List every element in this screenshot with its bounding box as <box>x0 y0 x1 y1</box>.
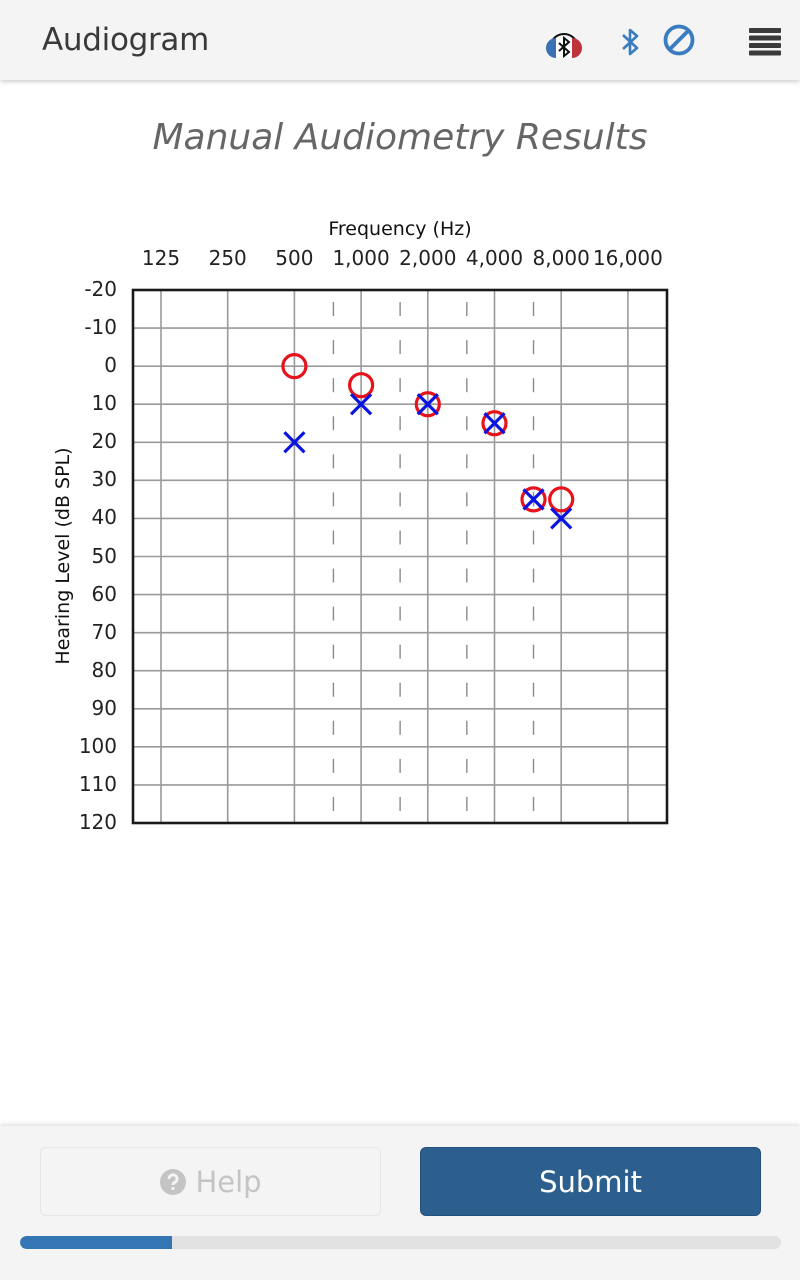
y-tick-label: 80 <box>91 657 117 682</box>
left-ear-marker <box>283 431 306 454</box>
y-tick-label: 0 <box>104 353 117 378</box>
progress-fill <box>20 1236 173 1249</box>
right-ear-marker <box>281 353 308 380</box>
y-tick-label: -10 <box>84 315 117 340</box>
footer-bar: Help Submit <box>0 1126 800 1280</box>
y-tick-label: 30 <box>91 467 117 492</box>
help-label: Help <box>195 1164 262 1199</box>
x-tick-label: 8,000 <box>532 246 590 270</box>
left-ear-marker <box>349 393 373 416</box>
y-tick-label: 100 <box>78 733 117 758</box>
headphones-bluetooth-icon[interactable] <box>544 26 584 60</box>
y-tick-label: 10 <box>91 391 117 416</box>
y-tick-label: 110 <box>78 771 117 796</box>
y-tick-label: 70 <box>91 619 117 644</box>
block-icon[interactable] <box>662 23 696 57</box>
y-tick-label: 120 <box>78 810 117 834</box>
progress-bar <box>20 1236 781 1249</box>
x-tick-label: 125 <box>141 246 181 270</box>
right-ear-marker <box>481 410 508 437</box>
y-tick-label: 90 <box>91 695 117 720</box>
left-ear-marker <box>522 488 545 511</box>
y-tick-label: 40 <box>91 505 117 530</box>
x-tick-label: 250 <box>208 246 247 270</box>
x-axis-title: Frequency (Hz) <box>328 218 472 240</box>
x-tick-label: 500 <box>275 246 314 270</box>
menu-icon[interactable] <box>748 26 782 56</box>
question-circle-icon <box>160 1168 187 1195</box>
y-tick-label: 50 <box>91 543 117 568</box>
y-tick-label: -20 <box>84 277 117 301</box>
right-ear-marker <box>520 486 547 513</box>
right-ear-marker <box>348 372 375 399</box>
page-title: Manual Audiometry Results <box>152 117 648 158</box>
x-tick-label: 1,000 <box>332 246 390 270</box>
help-button[interactable]: Help <box>40 1147 381 1216</box>
left-ear-marker <box>550 507 573 530</box>
plot-area <box>131 288 669 825</box>
left-ear-marker <box>483 412 506 435</box>
y-tick-label: 60 <box>91 581 117 606</box>
right-ear-marker <box>548 486 575 513</box>
app-header: Audiogram <box>0 0 800 80</box>
left-ear-marker <box>416 393 439 416</box>
x-tick-label: 2,000 <box>399 246 457 270</box>
right-ear-marker <box>414 391 441 418</box>
bluetooth-icon[interactable] <box>618 26 642 58</box>
x-tick-label: 4,000 <box>465 246 524 270</box>
audiogram-chart: Frequency (Hz) 125 250 500 1,000 2,000 4,000 8… <box>0 200 800 860</box>
x-tick-label: 16,000 <box>592 246 663 270</box>
app-title: Audiogram <box>42 22 210 58</box>
submit-button[interactable]: Submit <box>420 1147 761 1216</box>
y-tick-label: 20 <box>91 429 117 454</box>
plot-frame <box>131 288 669 825</box>
submit-label: Submit <box>539 1164 642 1199</box>
